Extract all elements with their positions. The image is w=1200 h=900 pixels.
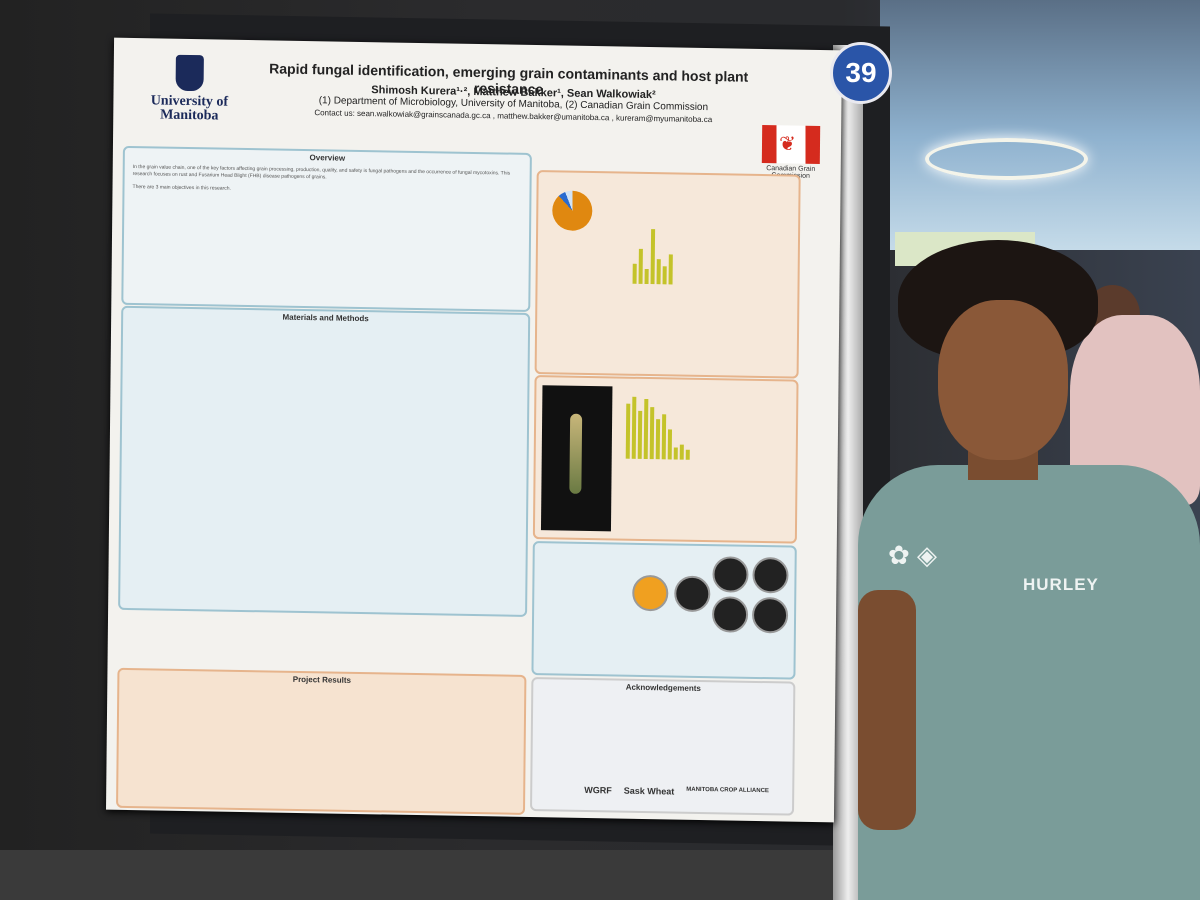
petri-dish [674,575,711,613]
petri-dish [711,596,749,633]
shirt-logo-text: HURLEY [1023,575,1099,594]
arm [858,590,916,830]
university-logo: University of Manitoba [129,54,250,124]
figure-1-panel [534,170,801,379]
figure-2-panel [532,375,799,544]
research-poster: University of Manitoba Rapid fungal iden… [106,37,842,823]
ceiling-light [925,138,1088,180]
disease-bar-chart [625,389,777,462]
poster-authors: Shimosh Kurera¹·², Matthew Bakker¹, Sean… [314,84,713,125]
presenter: ✿ ◈ HURLEY [858,240,1200,900]
petri-dish [632,574,669,612]
canada-flag-icon [761,124,821,165]
booth-number-badge: 39 [830,42,892,104]
figure-3-panel [531,541,797,680]
petri-dish [712,556,749,593]
mushroom-globe-graphic-icon: ✿ ◈ [888,540,938,570]
window-ceiling [880,0,1200,250]
acknowledgements-panel: Acknowledgements WGRF Sask Wheat MANITOB… [530,677,796,816]
agency-logo: Canadian Grain Commission [761,124,822,180]
results-panel: Project Results [116,667,527,815]
sponsor-logos: WGRF Sask Wheat MANITOBA CROP ALLIANCE [584,784,769,797]
wheat-image [540,385,613,532]
methods-panel: Materials and Methods [118,305,531,617]
petri-dish [752,556,789,594]
bar-chart [632,204,784,287]
crest-icon [175,54,204,92]
overview-panel: Overview In the grain value chain, one o… [121,145,532,312]
pie-chart [552,190,593,232]
petri-dish [751,596,789,634]
face [938,300,1068,460]
